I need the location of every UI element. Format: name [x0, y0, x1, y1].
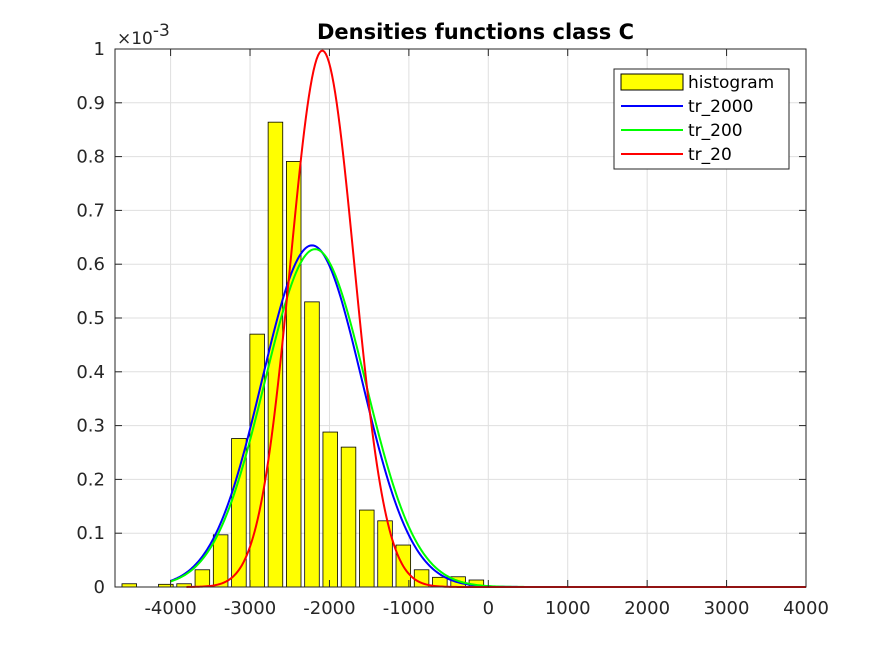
histogram-bar	[340, 446, 357, 588]
y-tick-label: 0.3	[76, 416, 105, 437]
y-tick-label: 1	[94, 39, 105, 60]
y-tick-label: 0	[94, 577, 105, 598]
y-tick-label: 0.2	[76, 469, 105, 490]
y-axis-exponent: ×10-3	[117, 21, 170, 49]
histogram-bar	[322, 431, 338, 588]
grid	[115, 48, 807, 588]
legend: histogram tr_2000 tr_200 tr_20	[613, 68, 790, 170]
y-exponent-power: -3	[153, 21, 170, 41]
x-tick-label: -2000	[303, 598, 355, 619]
legend-label-tr-200: tr_200	[688, 121, 743, 141]
legend-label-tr-20: tr_20	[688, 145, 732, 165]
x-tick-label: -1000	[383, 598, 435, 619]
y-tick-label: 0.8	[76, 147, 105, 168]
y-tick-labels: 0 0.1 0.2 0.3 0.4 0.5 0.6 0.7 0.8 0.9 1	[76, 39, 105, 598]
legend-swatch-histogram	[620, 73, 684, 91]
x-tick-label: 3000	[704, 598, 750, 619]
chart-title: Densities functions class C	[317, 20, 634, 44]
x-tick-label: 0	[483, 598, 494, 619]
histogram-bar	[194, 569, 211, 588]
histogram-bar	[249, 333, 265, 588]
histogram-bar	[304, 301, 320, 588]
legend-label-tr-2000: tr_2000	[688, 97, 753, 117]
y-tick-label: 0.7	[76, 200, 105, 221]
x-tick-labels: -4000 -3000 -2000 -1000 0 1000 2000 3000 4000	[144, 598, 828, 619]
x-tick-label: 1000	[545, 598, 591, 619]
x-tick-label: -3000	[224, 598, 276, 619]
y-tick-label: 0.5	[76, 308, 105, 329]
histogram-bar	[212, 534, 229, 588]
x-tick-label: -4000	[144, 598, 196, 619]
y-tick-label: 0.4	[76, 362, 105, 383]
y-tick-label: 0.6	[76, 254, 105, 275]
x-tick-label: 4000	[783, 598, 829, 619]
y-exponent-base: ×10	[117, 29, 153, 49]
axis-ticks	[115, 48, 807, 588]
x-tick-label: 2000	[624, 598, 670, 619]
y-tick-label: 0.9	[76, 93, 105, 114]
legend-label-histogram: histogram	[688, 73, 774, 93]
y-tick-label: 0.1	[76, 523, 105, 544]
histogram-bar	[359, 509, 375, 588]
